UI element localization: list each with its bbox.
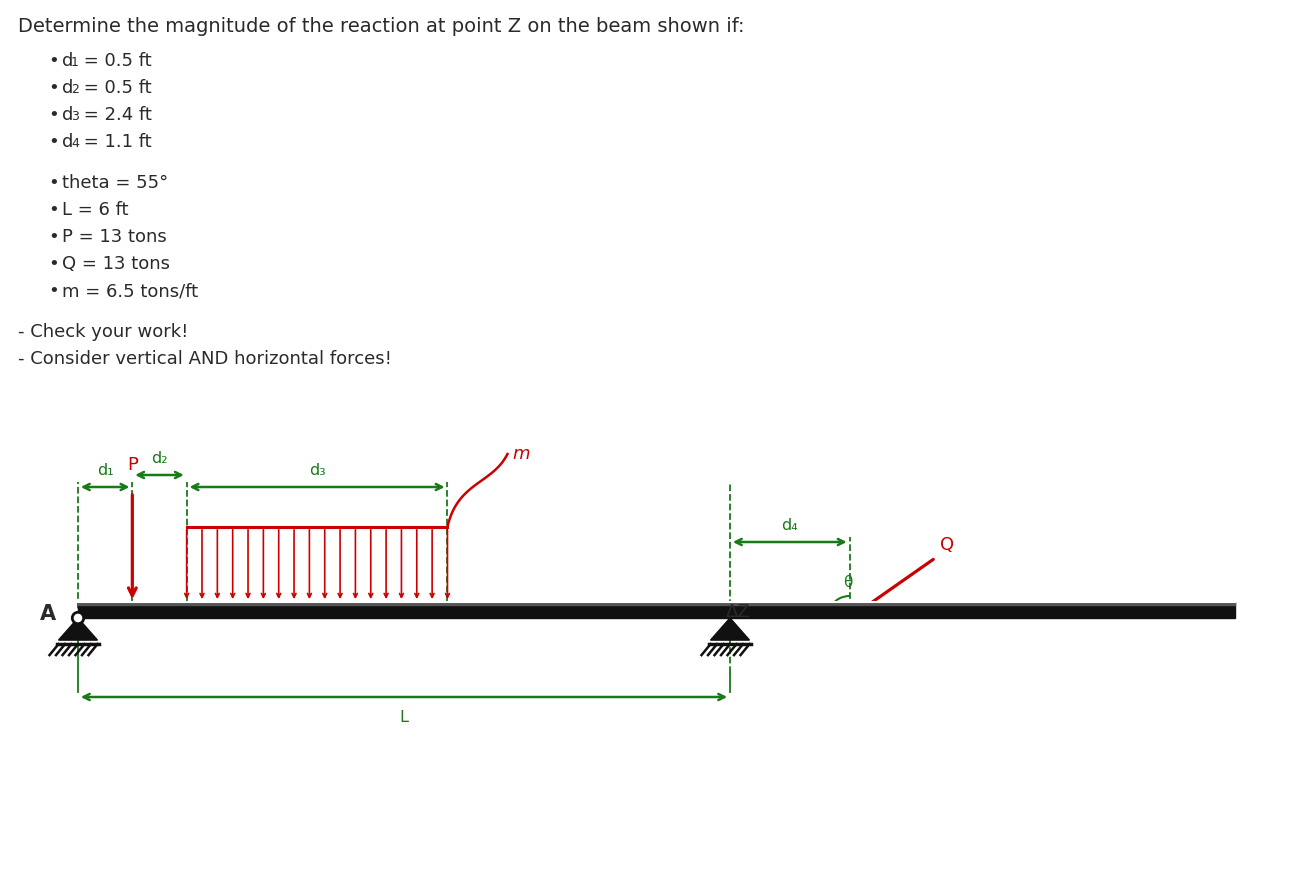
Text: d₂: d₂ xyxy=(151,451,168,466)
Text: •: • xyxy=(48,79,58,97)
Polygon shape xyxy=(710,618,750,640)
Text: d₁: d₁ xyxy=(97,463,114,478)
Text: •: • xyxy=(48,228,58,246)
Text: L = 6 ft: L = 6 ft xyxy=(62,201,128,219)
Text: theta = 55°: theta = 55° xyxy=(62,174,168,192)
Text: •: • xyxy=(48,106,58,124)
Text: - Check your work!: - Check your work! xyxy=(18,323,189,341)
Text: •: • xyxy=(48,282,58,300)
Bar xyxy=(78,602,1235,618)
Text: d₄: d₄ xyxy=(781,518,798,533)
Text: Determine the magnitude of the reaction at point Z on the beam shown if:: Determine the magnitude of the reaction … xyxy=(18,17,745,36)
Text: d: d xyxy=(62,52,74,70)
Text: P: P xyxy=(127,456,138,474)
Text: •: • xyxy=(48,52,58,70)
Text: 1: 1 xyxy=(71,56,79,69)
Text: 4: 4 xyxy=(71,137,79,150)
Text: A: A xyxy=(40,604,56,624)
Text: θ: θ xyxy=(843,575,852,590)
Text: m = 6.5 tons/ft: m = 6.5 tons/ft xyxy=(62,282,198,300)
Text: Q = 13 tons: Q = 13 tons xyxy=(62,255,169,273)
Text: ΔZ: ΔZ xyxy=(725,603,751,621)
Text: P = 13 tons: P = 13 tons xyxy=(62,228,167,246)
Text: = 0.5 ft: = 0.5 ft xyxy=(78,79,151,97)
Text: = 1.1 ft: = 1.1 ft xyxy=(78,133,151,151)
Text: m: m xyxy=(512,445,530,463)
Text: 2: 2 xyxy=(71,83,79,96)
Text: 3: 3 xyxy=(71,110,79,123)
Text: •: • xyxy=(48,174,58,192)
Text: Q: Q xyxy=(940,536,954,554)
Text: d: d xyxy=(62,133,74,151)
Text: = 0.5 ft: = 0.5 ft xyxy=(78,52,151,70)
Text: = 2.4 ft: = 2.4 ft xyxy=(78,106,151,124)
Circle shape xyxy=(72,612,84,624)
Text: d: d xyxy=(62,106,74,124)
Text: d: d xyxy=(62,79,74,97)
Text: d₃: d₃ xyxy=(309,463,326,478)
Text: •: • xyxy=(48,133,58,151)
Text: - Consider vertical AND horizontal forces!: - Consider vertical AND horizontal force… xyxy=(18,350,392,368)
Text: •: • xyxy=(48,201,58,219)
Text: L: L xyxy=(400,710,409,725)
Polygon shape xyxy=(58,618,97,640)
Text: •: • xyxy=(48,255,58,273)
